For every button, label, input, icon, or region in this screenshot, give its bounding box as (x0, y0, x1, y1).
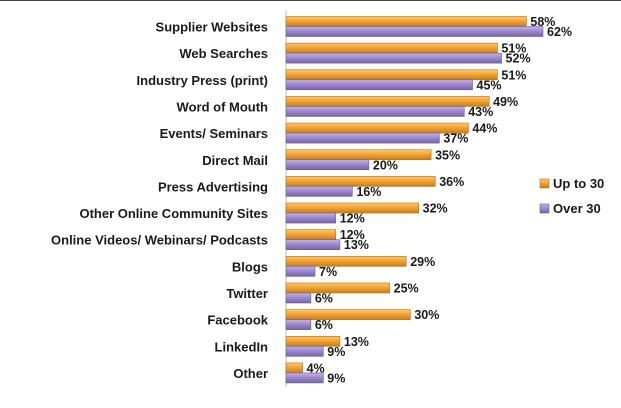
data-label: 9% (327, 371, 345, 385)
bar-up-to-30 (285, 256, 407, 267)
bar-up-to-30 (285, 69, 498, 81)
category-label: Industry Press (print) (137, 73, 268, 88)
category-label: Supplier Websites (156, 20, 268, 35)
data-label: 25% (394, 282, 419, 296)
category-label: Direct Mail (202, 153, 268, 168)
bar-up-to-30 (285, 176, 436, 187)
data-label: 20% (373, 158, 398, 172)
legend-swatch-up-to-30 (539, 178, 550, 189)
data-label: 30% (414, 308, 439, 322)
bar-over-30 (285, 26, 544, 37)
category-label: Online Videos/ Webinars/ Podcasts (51, 233, 268, 248)
bar-over-30 (285, 132, 440, 144)
category-label: Press Advertising (158, 179, 268, 194)
category-label: Word of Mouth (177, 99, 269, 114)
data-label: 43% (468, 105, 493, 119)
category-label: Twitter (226, 286, 268, 301)
category-label: Web Searches (179, 46, 268, 61)
bar-up-to-30 (285, 96, 490, 107)
bar-up-to-30 (285, 202, 419, 214)
bar-up-to-30 (285, 229, 337, 240)
data-label: 32% (423, 202, 448, 216)
data-label: 7% (319, 265, 337, 279)
data-label: 37% (443, 132, 468, 146)
bar-up-to-30 (285, 362, 303, 374)
data-label: 58% (530, 15, 555, 29)
bar-up-to-30 (285, 16, 527, 27)
data-label: 51% (501, 68, 526, 82)
legend-swatch-over-30 (539, 203, 550, 214)
legend-label: Up to 30 (553, 176, 604, 191)
bar-over-30 (285, 292, 312, 304)
category-label: Facebook (207, 313, 268, 328)
data-label: 36% (439, 175, 464, 189)
bar-up-to-30 (285, 309, 411, 320)
bar-over-30 (285, 79, 473, 91)
data-label: 49% (493, 95, 518, 109)
bar-up-to-30 (285, 42, 498, 54)
bar-over-30 (285, 266, 316, 277)
legend-label: Over 30 (553, 201, 601, 216)
bar-over-30 (285, 372, 324, 384)
data-label: 51% (501, 42, 526, 56)
category-label: Events/ Seminars (160, 126, 268, 141)
bar-over-30 (285, 212, 337, 224)
data-label: 13% (344, 238, 369, 252)
plot-area: Supplier Websites 58%62%Web Searches 51%52… (51, 10, 572, 387)
data-label: 12% (340, 212, 365, 226)
legend: Up to 30 Over 30 (539, 176, 604, 216)
data-label: 62% (547, 25, 572, 39)
bar-over-30 (285, 239, 341, 250)
data-label: 6% (315, 318, 333, 332)
category-label: Other Online Community Sites (79, 206, 268, 221)
bar-over-30 (285, 186, 353, 197)
data-label: 4% (307, 361, 325, 375)
bar-over-30 (285, 159, 370, 171)
bar-up-to-30 (285, 149, 432, 161)
bar-over-30 (285, 345, 324, 357)
data-label: 9% (327, 345, 345, 359)
data-label: 12% (340, 228, 365, 242)
bar-up-to-30 (285, 282, 390, 294)
category-label: Other (233, 366, 268, 381)
bar-over-30 (285, 106, 465, 117)
bar-up-to-30 (285, 122, 469, 134)
category-label: Blogs (232, 259, 268, 274)
data-label: 45% (477, 78, 502, 92)
data-label: 52% (506, 52, 531, 66)
bar-over-30 (285, 319, 312, 330)
data-label: 44% (472, 122, 497, 136)
bar-over-30 (285, 52, 502, 64)
data-label: 13% (344, 335, 369, 349)
data-label: 29% (410, 255, 435, 269)
data-label: 6% (315, 292, 333, 306)
data-label: 35% (435, 148, 460, 162)
data-label: 16% (356, 185, 381, 199)
category-label: LinkedIn (215, 339, 269, 354)
